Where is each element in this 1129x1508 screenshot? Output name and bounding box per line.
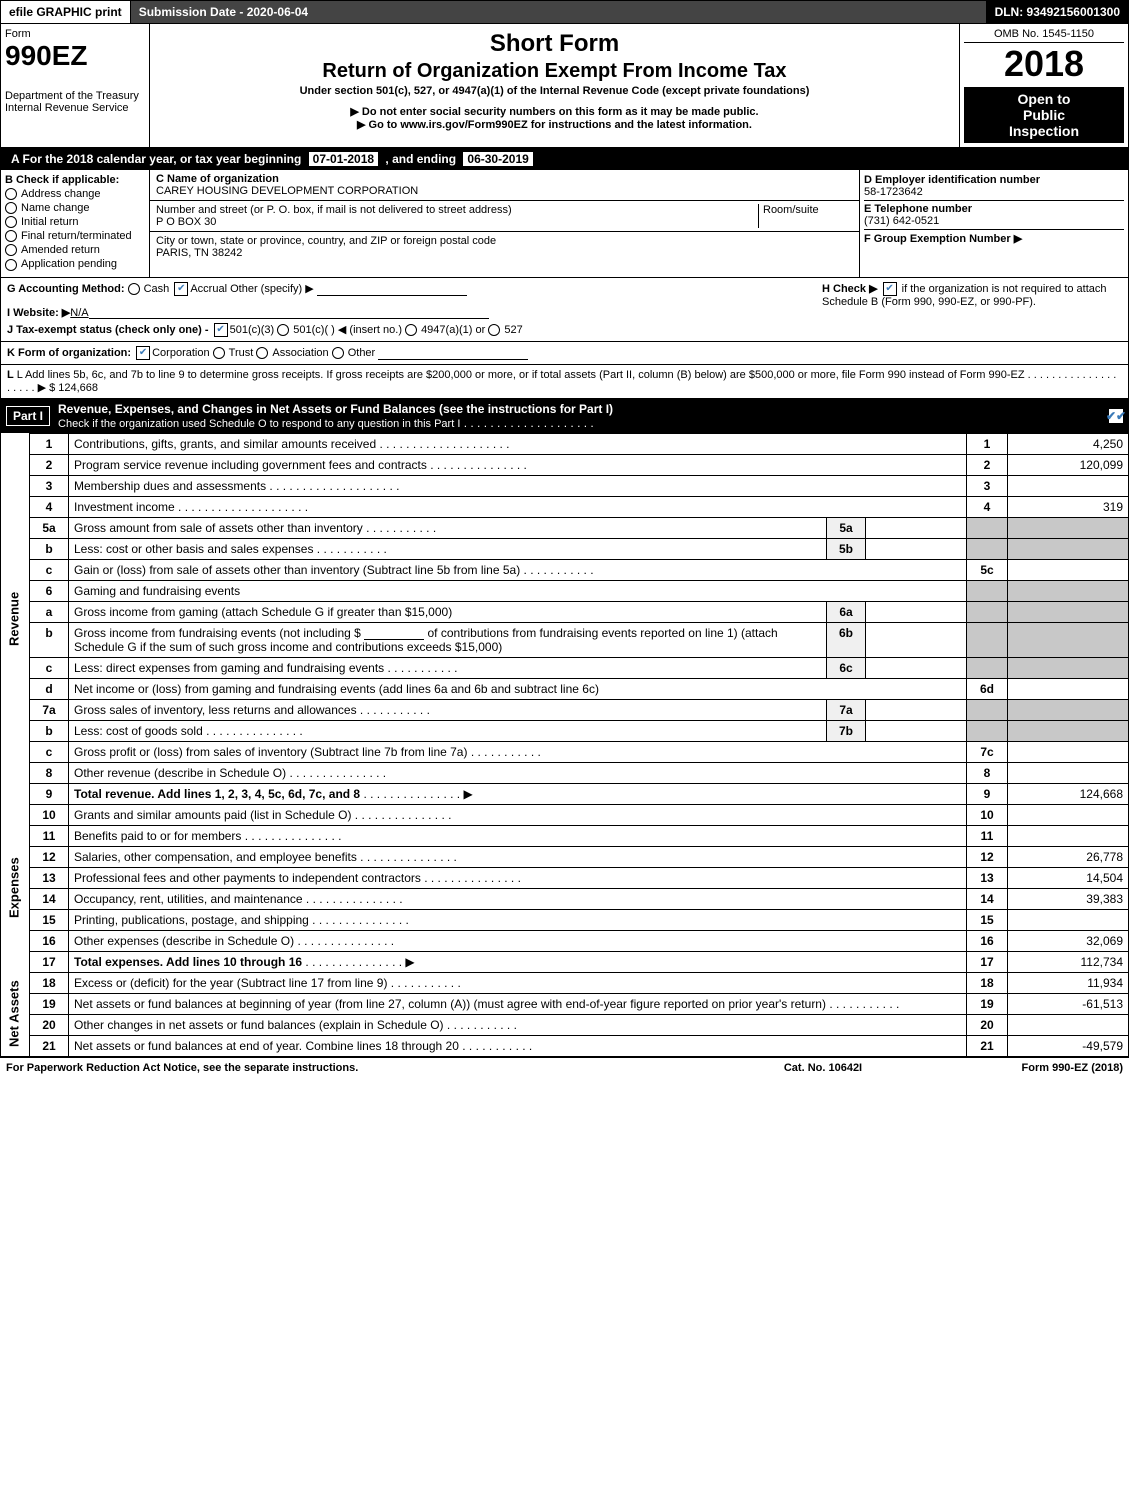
form-number: 990EZ bbox=[5, 40, 145, 72]
check-application-pending[interactable]: Application pending bbox=[5, 258, 145, 270]
line-1-amount: 4,250 bbox=[1008, 433, 1129, 454]
line-9-amount: 124,668 bbox=[1008, 783, 1129, 804]
room-suite-label: Room/suite bbox=[758, 204, 853, 228]
check-final-return[interactable]: Final return/terminated bbox=[5, 230, 145, 242]
check-initial-return[interactable]: Initial return bbox=[5, 216, 145, 228]
dln-label: DLN: 93492156001300 bbox=[987, 1, 1128, 23]
top-bar: efile GRAPHIC print Submission Date - 20… bbox=[0, 0, 1129, 24]
line-2-amount: 120,099 bbox=[1008, 454, 1129, 475]
j-4947-radio[interactable] bbox=[405, 324, 417, 336]
k-other-radio[interactable] bbox=[332, 347, 344, 359]
return-title: Return of Organization Exempt From Incom… bbox=[154, 60, 955, 83]
footer-form-ref: Form 990-EZ (2018) bbox=[923, 1062, 1123, 1074]
line-a-tax-year: A For the 2018 calendar year, or tax yea… bbox=[0, 148, 1129, 170]
line-4-amount: 319 bbox=[1008, 496, 1129, 517]
j-501c3-check[interactable] bbox=[214, 323, 228, 337]
line-19-amount: -61,513 bbox=[1008, 993, 1129, 1014]
check-address-change[interactable]: Address change bbox=[5, 188, 145, 200]
page-footer: For Paperwork Reduction Act Notice, see … bbox=[0, 1057, 1129, 1078]
website-value: N/A bbox=[70, 307, 88, 319]
goto-link[interactable]: ▶ Go to www.irs.gov/Form990EZ for instru… bbox=[154, 118, 955, 131]
part-1-label: Part I bbox=[6, 406, 50, 426]
line-k: K Form of organization: Corporation Trus… bbox=[0, 342, 1129, 365]
org-city: PARIS, TN 38242 bbox=[156, 247, 242, 259]
revenue-section-label: Revenue bbox=[1, 433, 30, 804]
line-21-amount: -49,579 bbox=[1008, 1035, 1129, 1056]
phone-value: (731) 642-0521 bbox=[864, 215, 939, 227]
line-18-amount: 11,934 bbox=[1008, 972, 1129, 993]
part-1-table: Revenue 1 Contributions, gifts, grants, … bbox=[0, 433, 1129, 1057]
footer-cat-no: Cat. No. 10642I bbox=[723, 1062, 923, 1074]
tax-year-end: 06-30-2019 bbox=[463, 152, 532, 166]
line-13-amount: 14,504 bbox=[1008, 867, 1129, 888]
column-b-checkboxes: B Check if applicable: Address change Na… bbox=[1, 170, 150, 277]
j-527-radio[interactable] bbox=[488, 324, 500, 336]
footer-left: For Paperwork Reduction Act Notice, see … bbox=[6, 1062, 723, 1074]
f-label: F Group Exemption Number ▶ bbox=[864, 233, 1022, 245]
k-assoc-radio[interactable] bbox=[256, 347, 268, 359]
line-16-amount: 32,069 bbox=[1008, 930, 1129, 951]
irs-label: Internal Revenue Service bbox=[5, 102, 145, 114]
open-to-public: Open to Public Inspection bbox=[964, 87, 1124, 143]
column-c-org: C Name of organization CAREY HOUSING DEV… bbox=[150, 170, 859, 277]
line-j: J Tax-exempt status (check only one) - 5… bbox=[7, 323, 816, 337]
form-label: Form bbox=[5, 28, 145, 40]
city-label: City or town, state or province, country… bbox=[156, 235, 496, 247]
efile-label: efile GRAPHIC print bbox=[1, 1, 131, 23]
ein-value: 58-1723642 bbox=[864, 186, 1124, 198]
section-bcdef: B Check if applicable: Address change Na… bbox=[0, 170, 1129, 278]
net-assets-section-label: Net Assets bbox=[1, 972, 30, 1056]
part-1-title: Revenue, Expenses, and Changes in Net As… bbox=[58, 402, 613, 416]
part-1-checkbox[interactable]: ✔ bbox=[1109, 409, 1123, 423]
line-12-amount: 26,778 bbox=[1008, 846, 1129, 867]
submission-date: Submission Date - 2020-06-04 bbox=[131, 1, 987, 23]
line-1-num: 1 bbox=[30, 433, 69, 454]
h-checkbox[interactable] bbox=[883, 282, 897, 296]
part-1-header: Part I Revenue, Expenses, and Changes in… bbox=[0, 399, 1129, 433]
check-amended-return[interactable]: Amended return bbox=[5, 244, 145, 256]
e-label: E Telephone number bbox=[864, 203, 972, 215]
department-label: Department of the Treasury bbox=[5, 90, 145, 102]
part-1-subtitle: Check if the organization used Schedule … bbox=[58, 418, 460, 430]
org-name: CAREY HOUSING DEVELOPMENT CORPORATION bbox=[156, 185, 418, 197]
b-title: B Check if applicable: bbox=[5, 174, 145, 186]
omb-number: OMB No. 1545-1150 bbox=[964, 28, 1124, 43]
tax-year-begin: 07-01-2018 bbox=[309, 152, 378, 166]
section-ghij: G Accounting Method: Cash Accrual Other … bbox=[0, 278, 1129, 342]
k-corp-check[interactable] bbox=[136, 346, 150, 360]
g-cash-radio[interactable] bbox=[128, 283, 140, 295]
ssn-warning: ▶ Do not enter social security numbers o… bbox=[154, 105, 955, 118]
line-17-amount: 112,734 bbox=[1008, 951, 1129, 972]
line-h: H Check ▶ if the organization is not req… bbox=[816, 282, 1122, 337]
short-form-title: Short Form bbox=[154, 30, 955, 58]
l-amount: $ 124,668 bbox=[49, 382, 98, 394]
under-section: Under section 501(c), 527, or 4947(a)(1)… bbox=[154, 85, 955, 97]
form-header: Form 990EZ Department of the Treasury In… bbox=[0, 24, 1129, 148]
check-name-change[interactable]: Name change bbox=[5, 202, 145, 214]
tax-year-number: 2018 bbox=[964, 43, 1124, 85]
expenses-section-label: Expenses bbox=[1, 804, 30, 972]
line-i: I Website: ▶N/A bbox=[7, 306, 816, 319]
column-def: D Employer identification number 58-1723… bbox=[859, 170, 1128, 277]
d-label: D Employer identification number bbox=[864, 174, 1124, 186]
line-l: L L Add lines 5b, 6c, and 7b to line 9 t… bbox=[0, 365, 1129, 399]
street-label: Number and street (or P. O. box, if mail… bbox=[156, 204, 512, 216]
j-501c-radio[interactable] bbox=[277, 324, 289, 336]
g-accrual-check[interactable] bbox=[174, 282, 188, 296]
c-label: C Name of organization bbox=[156, 173, 279, 185]
k-trust-radio[interactable] bbox=[213, 347, 225, 359]
org-street: P O BOX 30 bbox=[156, 216, 216, 228]
line-g: G Accounting Method: Cash Accrual Other … bbox=[7, 282, 816, 296]
line-14-amount: 39,383 bbox=[1008, 888, 1129, 909]
